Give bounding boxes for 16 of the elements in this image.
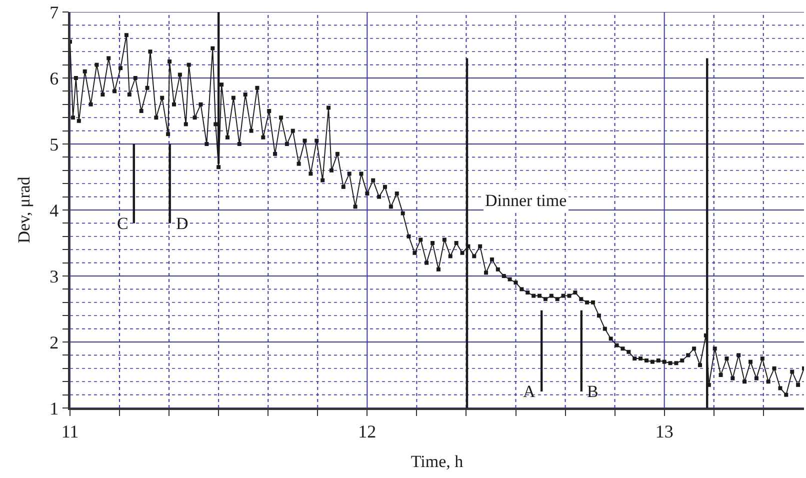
y-tick-label: 2 <box>50 332 59 352</box>
y-tick-label: 7 <box>50 2 59 22</box>
x-tick-label: 12 <box>358 421 376 442</box>
y-axis-title: Dev, μrad <box>14 176 34 244</box>
x-tick-label: 11 <box>61 421 79 442</box>
y-tick-label: 3 <box>50 266 59 286</box>
x-axis-title: Time, h <box>410 452 464 472</box>
series-label: D <box>176 214 188 233</box>
y-tick-label: 1 <box>50 398 59 418</box>
y-tick-label: 4 <box>50 200 59 220</box>
annotation: Dinner time <box>485 191 567 210</box>
series-label: A <box>523 382 536 401</box>
x-tick-label: 13 <box>655 421 674 442</box>
y-tick-label: 5 <box>50 134 59 154</box>
series-label: B <box>587 382 598 401</box>
y-tick-label: 6 <box>50 68 59 88</box>
